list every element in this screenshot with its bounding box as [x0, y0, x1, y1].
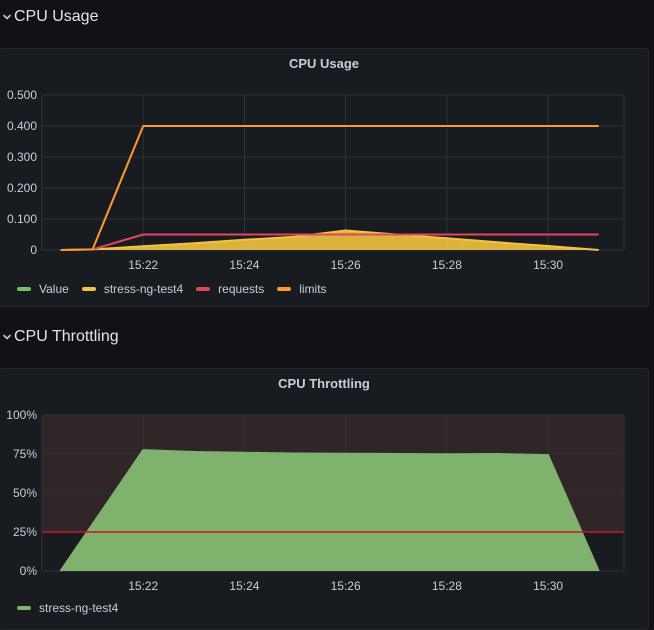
- y-tick-label: 100%: [6, 408, 37, 422]
- y-tick-label: 0.100: [7, 212, 37, 226]
- panel-title[interactable]: CPU Throttling: [278, 376, 370, 391]
- x-tick-label: 15:24: [229, 258, 259, 272]
- series-area-stress-ng-test4: [60, 450, 599, 571]
- legend-label: limits: [299, 282, 327, 296]
- series-area-stress-ng-test4: [60, 230, 599, 250]
- panel-title[interactable]: CPU Usage: [288, 56, 360, 71]
- y-tick-label: 0: [30, 243, 37, 257]
- x-tick-label: 15:22: [128, 579, 158, 593]
- chevron-down-icon: [3, 334, 11, 340]
- cpu-usage-chart[interactable]: 0 0.100 0.200 0.300 0.400 0.500 15:22 15:24 15:2…: [0, 76, 646, 306]
- row-header-cpu-usage[interactable]: CPU Usage: [0, 5, 98, 29]
- y-tick-label: 75%: [13, 447, 37, 461]
- legend-item-stress-ng-test4[interactable]: stress-ng-test4: [17, 601, 118, 615]
- cpu-throttling-panel: CPU Throttling 0% 25% 50% 75% 100% 15:22 15:24…: [0, 368, 649, 630]
- y-tick-label: 25%: [13, 525, 37, 539]
- legend-label: stress-ng-test4: [39, 601, 119, 615]
- x-tick-label: 15:30: [533, 258, 563, 272]
- y-tick-label: 0%: [20, 564, 38, 578]
- legend: Value stress-ng-test4 requests limits: [17, 282, 340, 296]
- legend-item-requests[interactable]: requests: [196, 282, 264, 296]
- cpu-throttling-chart[interactable]: 0% 25% 50% 75% 100% 15:22 15:24 15:26 15:28 15:30: [0, 396, 646, 626]
- legend-swatch: [277, 287, 292, 291]
- legend-label: requests: [218, 282, 265, 296]
- legend-swatch: [81, 287, 96, 291]
- chevron-down-icon: [3, 14, 11, 20]
- legend-item-value[interactable]: Value: [17, 282, 69, 296]
- legend-swatch: [17, 287, 31, 291]
- legend-swatch: [196, 287, 211, 291]
- y-tick-label: 0.400: [7, 119, 37, 133]
- legend-label: Value: [39, 282, 69, 296]
- x-tick-label: 15:28: [432, 579, 462, 593]
- legend-item-limits[interactable]: limits: [277, 282, 327, 296]
- x-tick-label: 15:30: [533, 579, 563, 593]
- x-tick-label: 15:24: [229, 579, 259, 593]
- row-title: CPU Throttling: [14, 328, 119, 345]
- legend-swatch: [17, 606, 31, 610]
- series-line-stress-ng-test4: [59, 449, 600, 572]
- row-title: CPU Usage: [14, 8, 99, 25]
- x-tick-label: 15:26: [331, 258, 361, 272]
- legend: stress-ng-test4: [17, 601, 131, 615]
- legend-label: stress-ng-test4: [103, 282, 184, 296]
- x-tick-label: 15:22: [128, 258, 158, 272]
- cpu-usage-panel: CPU Usage 0 0.100 0.200 0.300 0.400 0.500 15:2…: [0, 48, 649, 307]
- y-tick-label: 0.200: [7, 181, 37, 195]
- x-tick-label: 15:26: [331, 579, 361, 593]
- y-tick-label: 50%: [13, 486, 37, 500]
- y-tick-label: 0.500: [7, 88, 37, 102]
- y-tick-label: 0.300: [7, 150, 37, 164]
- x-tick-label: 15:28: [432, 258, 462, 272]
- row-header-cpu-throttling[interactable]: CPU Throttling: [0, 325, 119, 349]
- legend-item-stress-ng-test4[interactable]: stress-ng-test4: [81, 282, 184, 296]
- series-line-limits: [60, 125, 599, 251]
